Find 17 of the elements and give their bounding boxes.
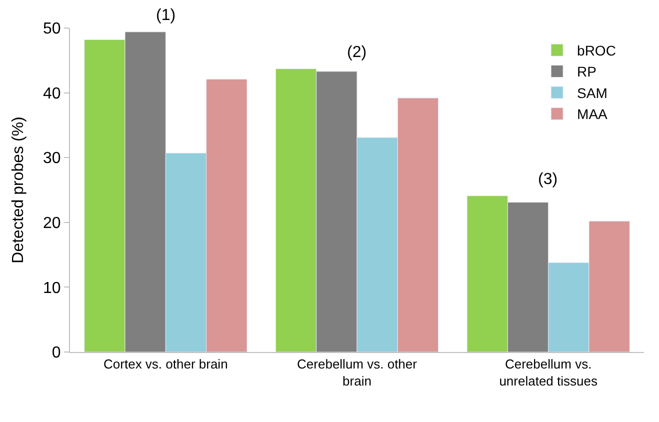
y-tick-label: 30 [43,150,61,168]
y-tick-label: 20 [43,215,61,232]
y-tick-label: 40 [43,85,61,102]
legend-label: bROC [577,42,616,59]
x-tick-label: Cerebellum vs. unrelated tissues [499,356,598,388]
x-tick-label: Cerebellum vs. other brain [297,356,418,388]
y-tick-label: 0 [52,344,61,362]
y-tick-label: 50 [43,20,61,38]
x-tick-label: Cortex vs. other brain [104,356,228,372]
legend-label: SAM [577,84,608,101]
y-tick-label: 10 [43,280,61,297]
annotation: (2) [347,44,367,61]
legend-label: MAA [577,106,608,122]
y-axis-title: Detected probes (%) [10,116,27,264]
text: (1) [156,7,176,24]
annotation: (3) [538,171,558,188]
legend-label: RP [577,64,596,80]
